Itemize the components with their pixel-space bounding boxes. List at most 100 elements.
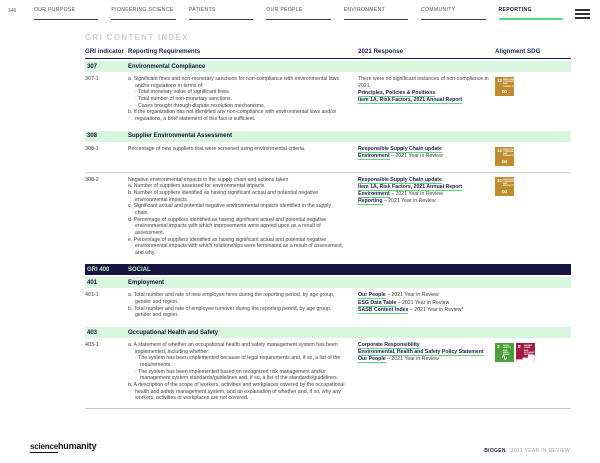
section-number: 307 [87, 63, 98, 70]
requirement-line: a. Significant fines and non-monetary sa… [128, 76, 340, 89]
requirements-cell: Percentage of new suppliers that were sc… [128, 146, 355, 166]
sdg-number: 8 [518, 344, 521, 350]
sdg-title: RESPONSIBLE CONSUMPTION AND PRODUCTION [503, 178, 514, 188]
sdg-icon-12: 12RESPONSIBLE CONSUMPTION AND PRODUCTION… [495, 176, 514, 196]
sdg-number: 12 [497, 78, 503, 83]
section-title: Employment [128, 279, 165, 286]
sdg-icon-8: 8 DECENT WORK AND ECONOMIC GROWTH ▂▄▆ [516, 343, 535, 363]
response-link[interactable]: SASB Content Index [358, 306, 409, 314]
page-title: GRI CONTENT INDEX [85, 33, 189, 42]
table-row: 308-2 Negative environmental impacts in t… [85, 171, 571, 263]
requirement-line: b. A description of the scope of workers… [128, 382, 345, 402]
response-text: – 2021 Year in Review [389, 190, 443, 197]
sdg-glyph-icon: ∿ [501, 353, 508, 363]
requirement-line: a. Number of suppliers assessed for envi… [128, 183, 266, 190]
section-title: SOCIAL [128, 266, 151, 273]
nav-item-our-purpose[interactable]: OUR PURPOSE [34, 7, 99, 20]
hamburger-menu-icon[interactable] [575, 7, 590, 21]
footer-brand: BIOGEN [484, 448, 506, 454]
table-body: 307 Environmental Compliance 307-1 a. Signi… [85, 61, 571, 408]
response-line: Principles, Policies & Positions [358, 89, 495, 97]
requirement-line: Cases brought through dispute resolution… [128, 103, 345, 110]
nav-items: OUR PURPOSE PIONEERING SCIENCE PATIENTS … [34, 7, 563, 20]
sdg-icon-12: 12RESPONSIBLE CONSUMPTION AND PRODUCTION… [495, 146, 514, 166]
response-text: – 2021 Year in Review [382, 198, 436, 205]
requirement-line: d. Percentage of suppliers identified as… [128, 216, 327, 236]
response-link[interactable]: ESG Data Table [358, 299, 397, 307]
response-line: Responsible Supply Chain update [358, 176, 495, 184]
sdg-title: RESPONSIBLE CONSUMPTION AND PRODUCTION [503, 79, 514, 88]
response-link[interactable]: Principles, Policies & Positions [358, 89, 436, 97]
response-link[interactable]: Item 1A, Risk Factors, 2021 Annual Repor… [358, 96, 463, 104]
response-link[interactable]: Our People [358, 356, 386, 364]
response-cell: Our People – 2021 Year in Review ESG Data… [355, 292, 495, 319]
nav-item-patients[interactable]: PATIENTS [188, 7, 254, 20]
footer-edition-label: 2021 YEAR IN REVIEW [510, 448, 570, 454]
footer-edition: BIOGEN 2021 YEAR IN REVIEW [484, 448, 570, 454]
response-line: There were no significant instances of n… [358, 76, 495, 89]
requirement-line: Percentage of new suppliers that were sc… [128, 145, 306, 152]
section-band: GRI 400 SOCIAL [85, 264, 571, 276]
requirement-line: Negative environmental impacts in the su… [128, 176, 289, 183]
section-band: 401 Employment [85, 277, 571, 289]
nav-item-our-people[interactable]: OUR PEOPLE [266, 7, 331, 20]
sdg-number: 12 [497, 177, 503, 183]
sdg-icon-12: 12RESPONSIBLE CONSUMPTION AND PRODUCTION… [495, 77, 514, 96]
nav-item-environment[interactable]: ENVIRONMENT [343, 7, 409, 20]
section-title: Occupational Health and Safety [128, 329, 219, 336]
response-link[interactable]: Item 1A, Risk Factors, 2021 Annual Repor… [358, 183, 463, 191]
response-text: – 2021 Year in Review [396, 299, 450, 306]
section-band: 307 Environmental Compliance [85, 61, 571, 72]
sdg-title: GOOD HEALTH AND WELL-BEING [503, 345, 511, 356]
section-number: 308 [87, 133, 98, 140]
page-number: 146 [8, 8, 17, 14]
response-link[interactable]: Responsible Supply Chain update [358, 176, 442, 184]
requirement-line: b. Total number and rate of employee tur… [128, 305, 332, 319]
page-footer: sciencehumanity BIOGEN 2021 YEAR IN REVIE… [30, 436, 570, 454]
nav-item-reporting[interactable]: REPORTING [498, 7, 563, 20]
requirement-line: a. A statement of whether an occupationa… [128, 342, 338, 355]
response-link[interactable]: Our People [358, 292, 386, 300]
logo-humanity-text: humanity [57, 441, 97, 451]
response-cell: Responsible Supply Chain update Environme… [355, 145, 495, 166]
section-title: Environmental Compliance [128, 63, 206, 70]
requirement-line: b. If the organization has not identifie… [128, 109, 337, 122]
sdg-cell: 12RESPONSIBLE CONSUMPTION AND PRODUCTION… [495, 76, 571, 123]
sdg-icon-3: 3 GOOD HEALTH AND WELL-BEING ∿ [495, 343, 514, 363]
response-text: – 2021 Year in Review [389, 152, 443, 159]
sdg-glyph-icon: ∞ [501, 156, 508, 166]
response-line: Reporting – 2021 Year in Review [358, 198, 495, 206]
table-row: 308-1 Percentage of new suppliers that we… [85, 142, 571, 172]
response-line: Item 1A, Risk Factors, 2021 Annual Repor… [358, 96, 495, 104]
response-link[interactable]: Reporting [358, 198, 383, 206]
response-line: Our People – 2021 Year in Review [358, 292, 495, 300]
sdg-cell [495, 292, 571, 319]
sdg-number: 12 [497, 147, 503, 153]
sdg-title: DECENT WORK AND ECONOMIC GROWTH [524, 345, 535, 356]
nav-item-community[interactable]: COMMUNITY [421, 7, 486, 20]
column-header-gri-indicator: GRI indicator [85, 48, 124, 55]
gri-indicator: 308-2 [85, 171, 128, 257]
sdg-cell: 12RESPONSIBLE CONSUMPTION AND PRODUCTION… [495, 146, 571, 166]
response-link[interactable]: Environment [358, 152, 390, 160]
response-link[interactable]: Environment [358, 190, 390, 198]
table-header-row: GRI indicator Reporting Requirements 202… [85, 48, 571, 59]
response-line: Environmental, Health and Safety Policy … [358, 349, 495, 357]
table-row: 307-1 a. Significant fines and non-moneta… [85, 72, 571, 129]
response-link[interactable]: Environmental, Health and Safety Policy … [358, 349, 484, 357]
response-line: Item 1A, Risk Factors, 2021 Annual Repor… [358, 183, 495, 191]
gri-indicator: 401-1 [85, 292, 99, 299]
response-link[interactable]: Corporate Responsibility [358, 342, 420, 350]
section-band: 403 Occupational Health and Safety [85, 327, 571, 339]
response-link[interactable]: Responsible Supply Chain update [358, 145, 442, 153]
requirement-line: Total number of non-monetary sanctions. [128, 96, 345, 103]
nav-item-pioneering-science[interactable]: PIONEERING SCIENCE [111, 7, 176, 20]
response-text: – 2021 Year in Review* [408, 306, 464, 313]
table-bottom-rule [85, 408, 571, 409]
table-row: 403-1 a. A statement of whether an occupa… [85, 338, 571, 408]
gri-indicator: 307-1 [85, 76, 99, 82]
response-cell: Responsible Supply Chain update Item 1A, … [355, 171, 495, 257]
sdg-glyph-icon: ∞ [501, 87, 508, 96]
top-navigation: 146 OUR PURPOSE PIONEERING SCIENCE PATIE… [8, 7, 590, 21]
